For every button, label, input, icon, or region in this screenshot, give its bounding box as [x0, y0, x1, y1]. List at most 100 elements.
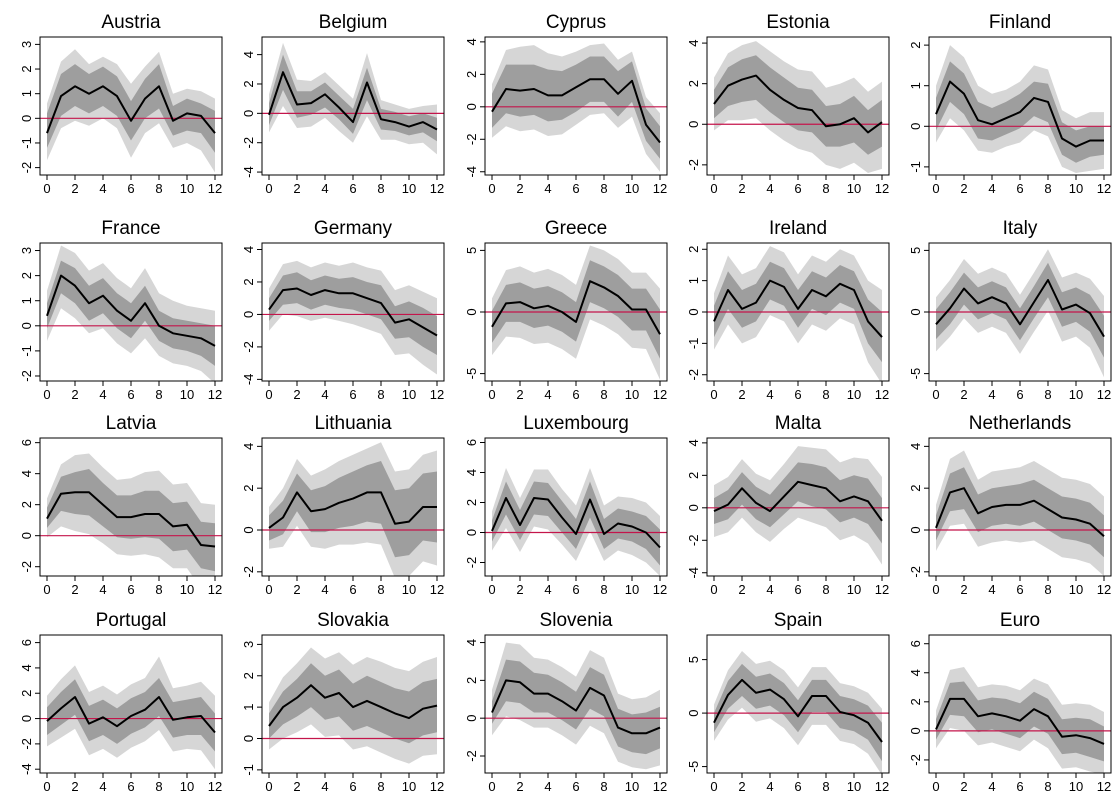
x-tick-label: 0	[710, 387, 717, 402]
x-tick-label: 0	[265, 779, 272, 794]
inner-confidence-band	[492, 260, 660, 359]
x-tick-label: 0	[488, 779, 495, 794]
plot-area	[707, 651, 889, 773]
y-tick-label: -2	[908, 754, 923, 766]
x-tick-label: 2	[293, 582, 300, 597]
x-tick-label: 12	[653, 779, 667, 794]
response-line	[268, 71, 438, 131]
x-tick-label: 6	[349, 779, 356, 794]
panel-malta: Malta 0 2 4 6 8 10 12 -4 -2 0 2 4	[686, 413, 890, 597]
x-tick-label: 8	[1044, 582, 1051, 597]
plot-area	[707, 246, 889, 381]
x-tick-label: 0	[43, 181, 50, 196]
y-tick-label: 1	[19, 90, 34, 97]
y-tick-label: -4	[686, 567, 701, 579]
x-tick-label: 0	[488, 387, 495, 402]
x-tick-label: 6	[127, 387, 134, 402]
response-line	[491, 497, 661, 549]
response-line	[935, 80, 1104, 148]
x-tick-label: 8	[155, 779, 162, 794]
x-tick-label: 10	[1069, 779, 1083, 794]
x-tick-label: 10	[847, 582, 861, 597]
y-tick-label: 2	[464, 499, 479, 506]
plot-area	[262, 260, 444, 375]
y-tick-label: 2	[908, 698, 923, 705]
y-tick-label: 6	[908, 640, 923, 647]
x-tick-label: 4	[544, 582, 551, 597]
panel-title: Estonia	[766, 12, 830, 33]
x-tick-label: 8	[600, 387, 607, 402]
x-tick-label: 8	[822, 181, 829, 196]
x-tick-label: 2	[960, 582, 967, 597]
x-tick-label: 10	[402, 387, 416, 402]
x-tick-label: 10	[180, 582, 194, 597]
panel-latvia: Latvia 0 2 4 6 8 10 12 -2 0 2 4 6	[19, 413, 223, 597]
x-tick-label: 4	[766, 387, 773, 402]
response-line	[268, 491, 437, 529]
x-tick-label: 0	[932, 181, 939, 196]
panel-spain: Spain 0 2 4 6 8 10 12 -5 0 5	[686, 610, 890, 794]
x-tick-label: 8	[1044, 387, 1051, 402]
x-tick-label: 8	[155, 387, 162, 402]
x-tick-label: 6	[794, 582, 801, 597]
x-tick-label: 12	[208, 582, 222, 597]
y-tick-label: 4	[908, 669, 923, 676]
panel-title: Austria	[101, 12, 161, 33]
response-line	[268, 684, 438, 727]
y-tick-label: -4	[464, 166, 479, 178]
y-tick-label: -5	[686, 761, 701, 773]
x-tick-label: 4	[766, 779, 773, 794]
y-tick-label: 0	[241, 311, 256, 318]
y-tick-label: 0	[908, 308, 923, 315]
y-tick-label: 2	[241, 278, 256, 285]
x-tick-label: 10	[402, 779, 416, 794]
x-tick-label: 2	[516, 582, 523, 597]
y-tick-label: 4	[19, 664, 34, 671]
x-tick-label: 12	[1097, 779, 1111, 794]
x-tick-label: 10	[180, 181, 194, 196]
response-line	[713, 279, 883, 338]
y-tick-label: 4	[241, 246, 256, 253]
panel-greece: Greece 0 2 4 6 8 10 12 -5 0 5	[464, 218, 668, 402]
y-tick-label: -4	[241, 166, 256, 178]
x-tick-label: 0	[710, 181, 717, 196]
y-tick-label: 0	[686, 504, 701, 511]
x-tick-label: 12	[875, 582, 889, 597]
panel-title: Cyprus	[546, 12, 606, 33]
plot-area	[485, 468, 667, 576]
outer-confidence-band	[714, 446, 882, 565]
inner-confidence-band	[714, 462, 882, 544]
x-tick-label: 10	[847, 181, 861, 196]
inner-confidence-band	[47, 678, 215, 752]
y-tick-label: 0	[241, 526, 256, 533]
x-tick-label: 4	[99, 582, 106, 597]
y-tick-label: -5	[908, 368, 923, 380]
x-tick-label: 6	[1016, 779, 1023, 794]
y-tick-label: 0	[19, 532, 34, 539]
y-tick-label: 2	[686, 472, 701, 479]
x-tick-label: 10	[402, 181, 416, 196]
x-tick-label: 8	[600, 779, 607, 794]
panel-title: Belgium	[319, 12, 388, 33]
x-tick-label: 6	[572, 181, 579, 196]
y-tick-label: 0	[908, 727, 923, 734]
x-tick-label: 8	[1044, 181, 1051, 196]
panel-title: Ireland	[769, 218, 827, 239]
y-tick-label: 0	[908, 123, 923, 130]
x-tick-label: 10	[625, 779, 639, 794]
plot-area	[40, 49, 222, 173]
y-tick-label: -2	[464, 557, 479, 569]
y-tick-label: 0	[241, 735, 256, 742]
response-line	[713, 678, 883, 743]
y-tick-label: 0	[464, 529, 479, 536]
y-tick-label: -2	[241, 137, 256, 149]
panel-estonia: Estonia 0 2 4 6 8 10 12 -2 0 2 4	[686, 12, 890, 196]
plot-area	[40, 245, 222, 381]
x-tick-label: 8	[377, 779, 384, 794]
plot-area	[929, 450, 1111, 576]
panel-title: Slovenia	[540, 610, 613, 631]
x-tick-label: 8	[377, 181, 384, 196]
